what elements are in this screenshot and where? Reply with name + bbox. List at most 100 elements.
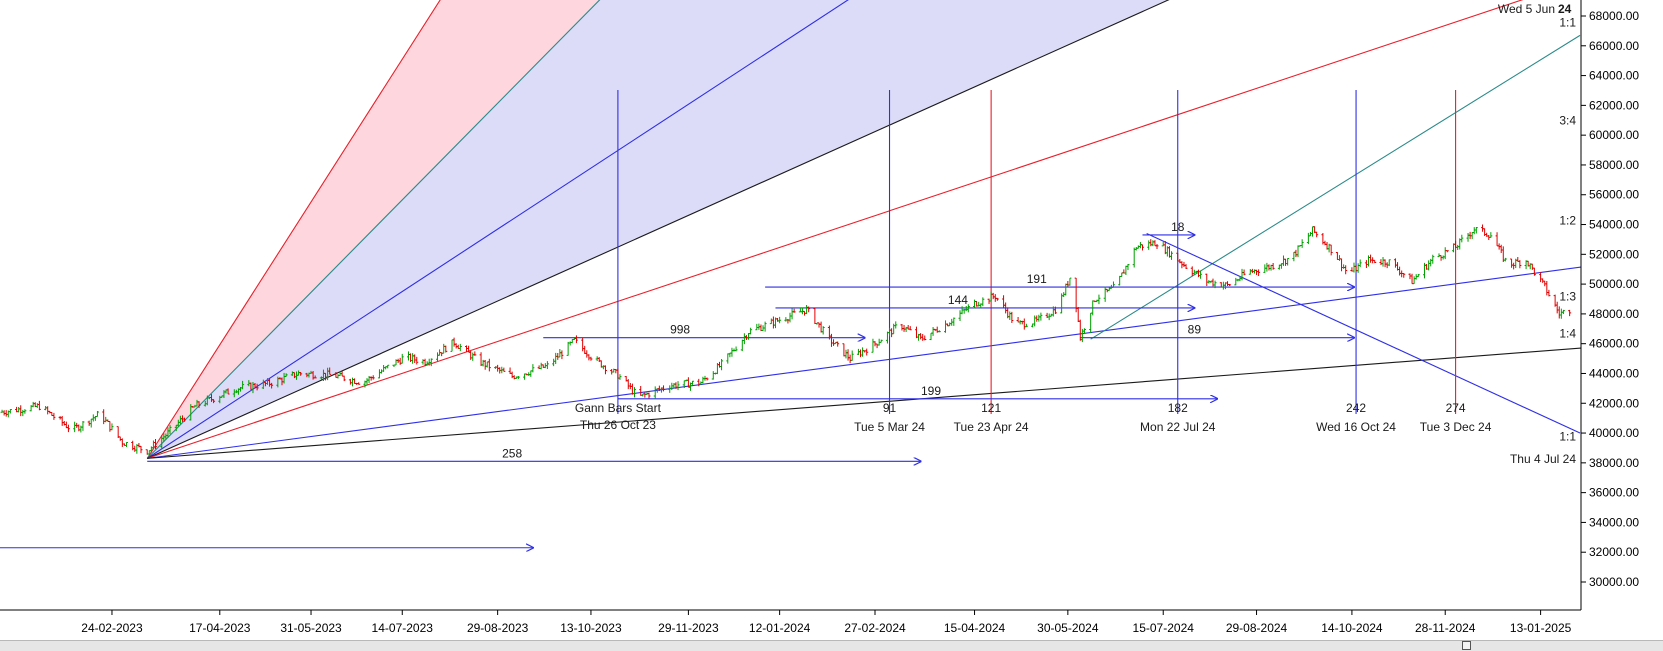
gann-ray-4[interactable] bbox=[147, 0, 1663, 459]
ray-label: 1:1 bbox=[1559, 15, 1576, 29]
price-bar bbox=[1228, 284, 1232, 286]
top-corner-label: Wed 5 Jun bbox=[1498, 2, 1555, 16]
price-bar bbox=[386, 364, 390, 369]
price-bar bbox=[133, 445, 137, 452]
price-bar bbox=[944, 320, 948, 333]
price-bar bbox=[212, 399, 216, 404]
price-bar bbox=[1306, 232, 1310, 245]
price-bar bbox=[819, 321, 823, 333]
price-bar bbox=[73, 421, 77, 433]
gann-fan-rays bbox=[146, 0, 1663, 459]
price-bar bbox=[973, 299, 977, 309]
price-bar bbox=[991, 292, 995, 300]
y-tick-label: 38000.00 bbox=[1589, 456, 1639, 470]
trend-line-0[interactable] bbox=[1090, 34, 1581, 340]
cycle-count-label: 274 bbox=[1446, 401, 1466, 415]
x-tick-label: 30-05-2024 bbox=[1037, 621, 1099, 635]
price-bar bbox=[313, 375, 317, 379]
price-bar bbox=[1066, 281, 1070, 287]
price-bar bbox=[1559, 308, 1563, 319]
price-bar bbox=[603, 365, 607, 375]
price-bar bbox=[929, 332, 933, 341]
scrollbar-thumb[interactable] bbox=[1462, 641, 1471, 650]
price-bar bbox=[1402, 272, 1406, 278]
cycle-date-label: Wed 16 Oct 24 bbox=[1316, 420, 1396, 434]
price-bar bbox=[1018, 320, 1022, 325]
price-bar bbox=[124, 442, 128, 448]
price-bar bbox=[1126, 263, 1130, 270]
price-bar bbox=[1147, 240, 1151, 250]
cycle-count-label: 242 bbox=[1346, 401, 1366, 415]
price-bar bbox=[788, 312, 792, 323]
price-bar bbox=[1489, 232, 1493, 238]
price-bar bbox=[1155, 244, 1159, 249]
price-bar bbox=[740, 339, 744, 352]
y-tick-label: 56000.00 bbox=[1589, 188, 1639, 202]
gann-ray-5[interactable] bbox=[147, 0, 1663, 459]
price-bar bbox=[1555, 301, 1559, 314]
price-bar bbox=[1074, 277, 1078, 313]
price-bar bbox=[1257, 269, 1261, 277]
bar-count-arrows bbox=[0, 235, 1354, 548]
price-bar bbox=[807, 306, 811, 313]
price-bar bbox=[937, 330, 941, 333]
price-bar bbox=[19, 405, 23, 417]
gann-ray-6[interactable] bbox=[147, 151, 1663, 459]
price-bar bbox=[255, 383, 259, 391]
price-bar bbox=[1441, 255, 1445, 260]
count-arrow-label: 18 bbox=[1171, 220, 1185, 234]
y-tick-label: 62000.00 bbox=[1589, 98, 1639, 112]
price-bar bbox=[1398, 266, 1402, 276]
price-bar bbox=[848, 354, 852, 364]
price-bar bbox=[1284, 258, 1288, 266]
price-bar bbox=[508, 367, 512, 374]
time-cycle-lines bbox=[617, 90, 1457, 414]
price-bar bbox=[1213, 280, 1217, 289]
price-bar bbox=[1352, 262, 1356, 273]
ray-label: 3:4 bbox=[1559, 114, 1576, 128]
horizontal-scrollbar[interactable] bbox=[0, 640, 1663, 651]
price-bar bbox=[1234, 277, 1238, 286]
price-bar bbox=[914, 326, 918, 339]
price-bar bbox=[556, 352, 560, 360]
price-bar bbox=[452, 337, 456, 347]
gann-ray-2[interactable] bbox=[146, 0, 1663, 459]
x-tick-label: 13-10-2023 bbox=[560, 621, 622, 635]
price-bar bbox=[1344, 265, 1348, 275]
price-bar bbox=[81, 420, 85, 431]
ray-label: Thu 4 Jul 24 bbox=[1510, 452, 1576, 466]
price-bar bbox=[554, 352, 558, 365]
price-bar bbox=[183, 417, 187, 422]
price-bar bbox=[328, 367, 332, 375]
x-tick-label: 29-11-2023 bbox=[658, 621, 719, 635]
price-bar bbox=[844, 349, 848, 359]
gann-ray-3[interactable] bbox=[146, 0, 1663, 459]
price-bar bbox=[1242, 269, 1246, 276]
price-bar bbox=[4, 410, 8, 417]
price-bar bbox=[1226, 281, 1230, 286]
trend-line-1[interactable] bbox=[1146, 232, 1581, 434]
price-bar bbox=[139, 445, 143, 454]
price-bar bbox=[653, 386, 657, 399]
price-bar bbox=[1103, 286, 1107, 302]
price-bar bbox=[574, 335, 578, 344]
count-arrow-label: 144 bbox=[948, 293, 968, 307]
price-bar bbox=[502, 367, 506, 372]
price-bar bbox=[1431, 254, 1435, 264]
ray-label: 1:1 bbox=[1559, 430, 1576, 444]
price-bar bbox=[415, 356, 419, 365]
y-tick-label: 60000.00 bbox=[1589, 128, 1639, 142]
price-bar bbox=[60, 416, 64, 426]
price-bar bbox=[168, 424, 172, 435]
price-bar bbox=[1035, 315, 1039, 322]
price-bar bbox=[919, 333, 923, 340]
price-bar bbox=[8, 408, 12, 414]
price-bar bbox=[817, 322, 821, 328]
price-bar bbox=[120, 438, 124, 448]
y-tick-label: 54000.00 bbox=[1589, 218, 1639, 232]
price-bar bbox=[429, 358, 433, 367]
price-bar bbox=[1342, 264, 1346, 269]
price-bar bbox=[95, 410, 99, 417]
